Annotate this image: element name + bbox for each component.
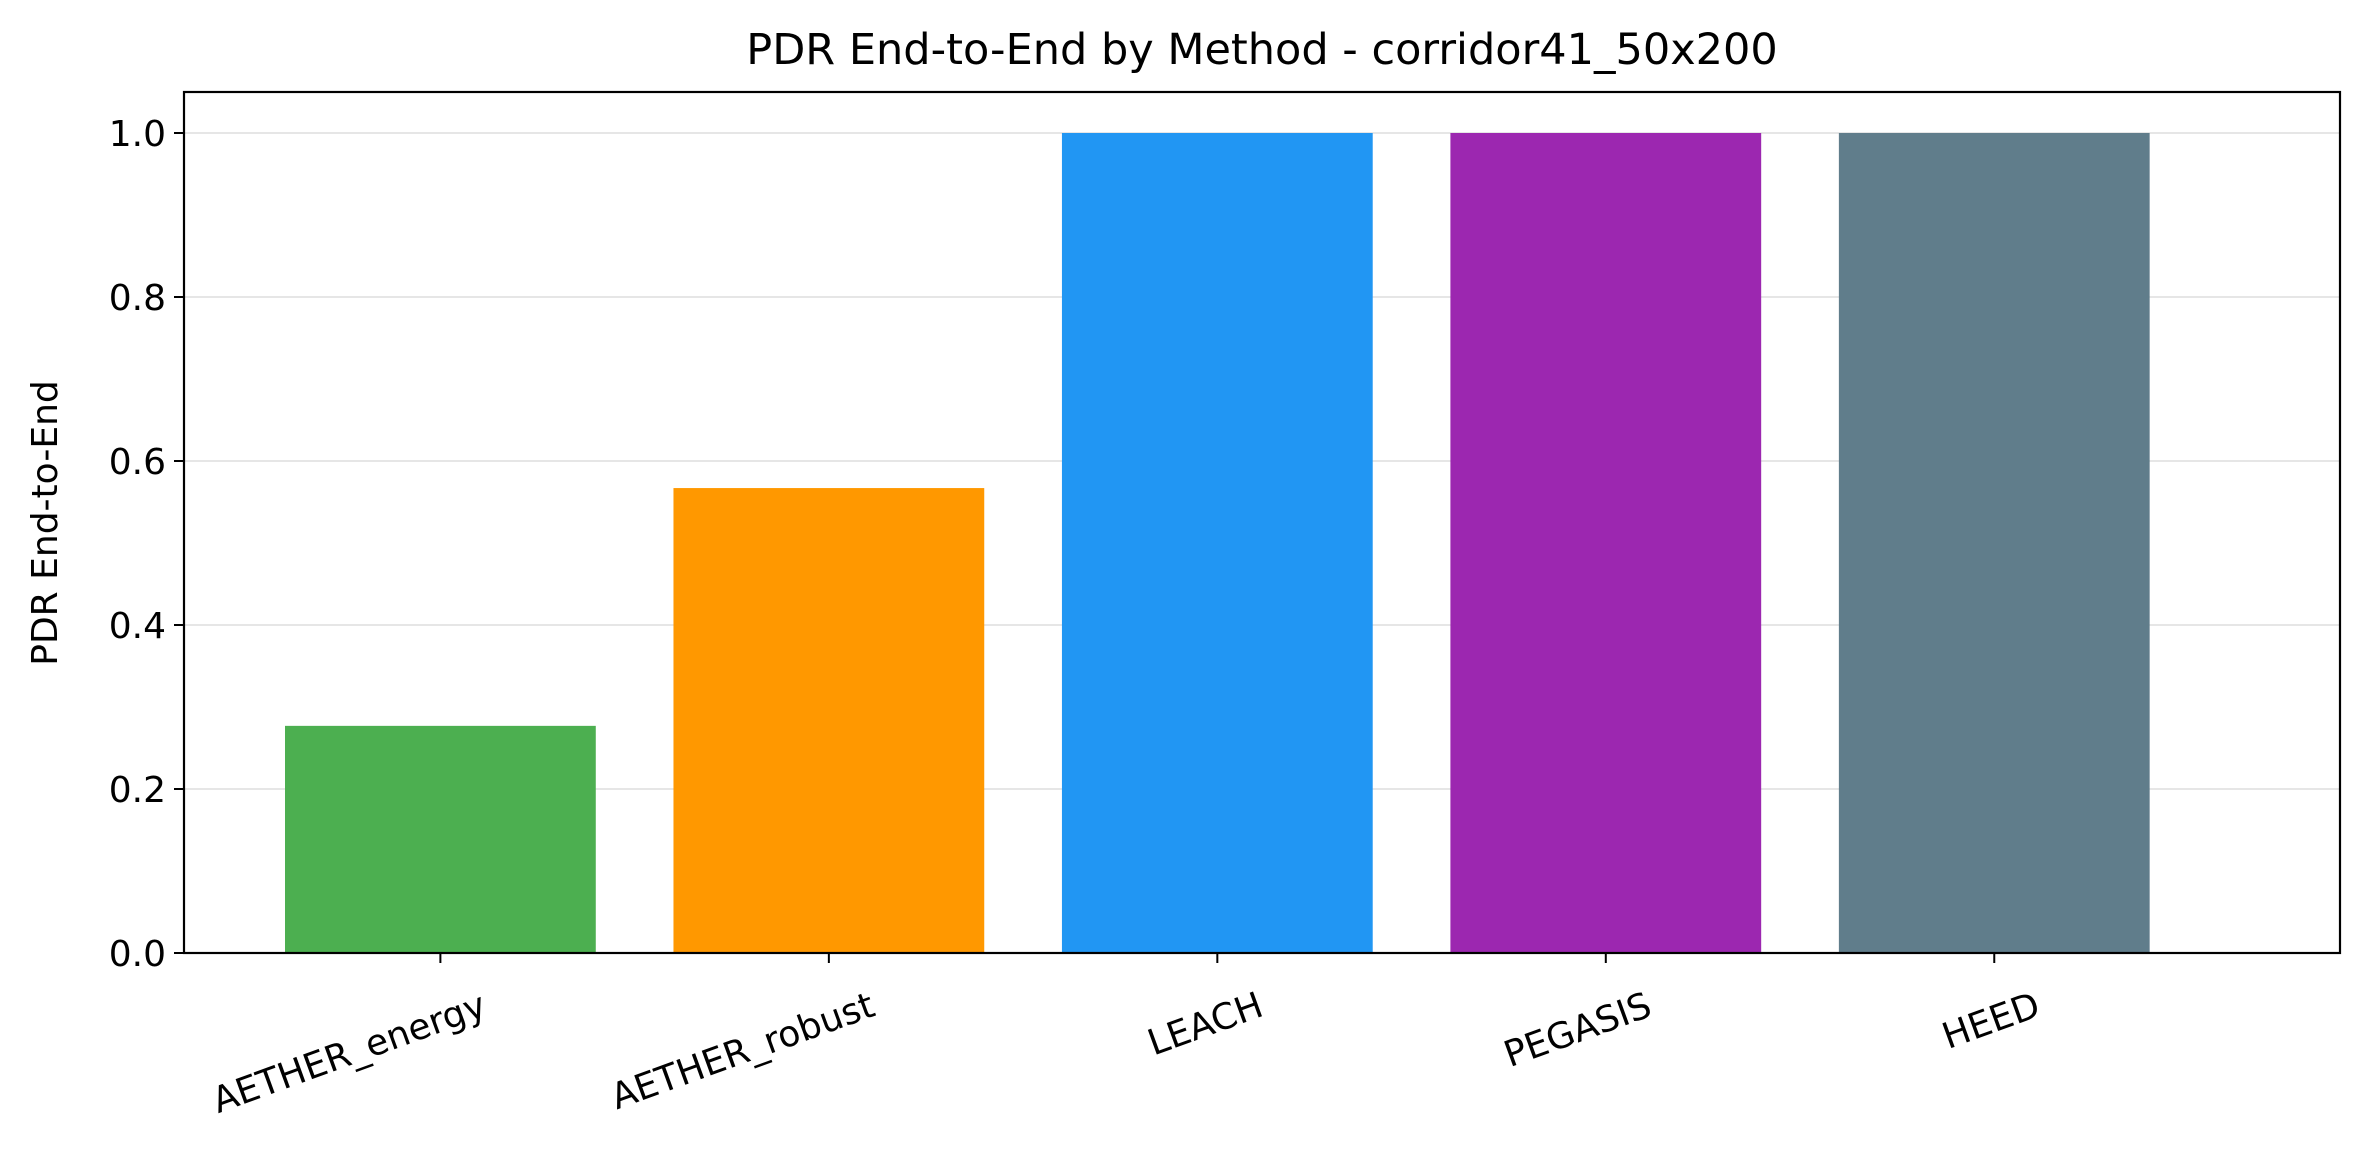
x-tick-label: HEED [1937,985,2045,1058]
bar-heed [1838,133,2150,953]
y-ticks: 0.0 0.2 0.4 0.6 0.8 1.0 [109,114,184,975]
x-tick-label: PEGASIS [1499,985,1657,1076]
y-tick-label: 0.2 [109,770,166,811]
y-tick-label: 1.0 [109,114,166,155]
x-tick-label: LEACH [1143,985,1269,1064]
x-tick-label: AETHER_energy [207,985,491,1122]
bar-leach [1061,133,1373,953]
bars [285,133,2150,953]
axes [182,90,2342,955]
x-ticks: AETHER_energy AETHER_robust LEACH PEGASIS HE… [207,953,2045,1122]
y-tick-label: 0.4 [109,606,166,647]
y-tick-label: 0.0 [109,934,166,975]
y-tick-label: 0.6 [109,442,166,483]
chart-title: PDR End-to-End by Method - corridor41_50… [746,25,1777,75]
y-axis-title: PDR End-to-End [25,380,66,666]
bar-aether-energy [285,725,596,953]
bar-pegasis [1450,133,1762,953]
bar-aether-robust [673,488,985,953]
plot-frame [182,90,2342,955]
x-tick-label: AETHER_robust [606,985,880,1118]
y-tick-label: 0.8 [109,278,166,319]
